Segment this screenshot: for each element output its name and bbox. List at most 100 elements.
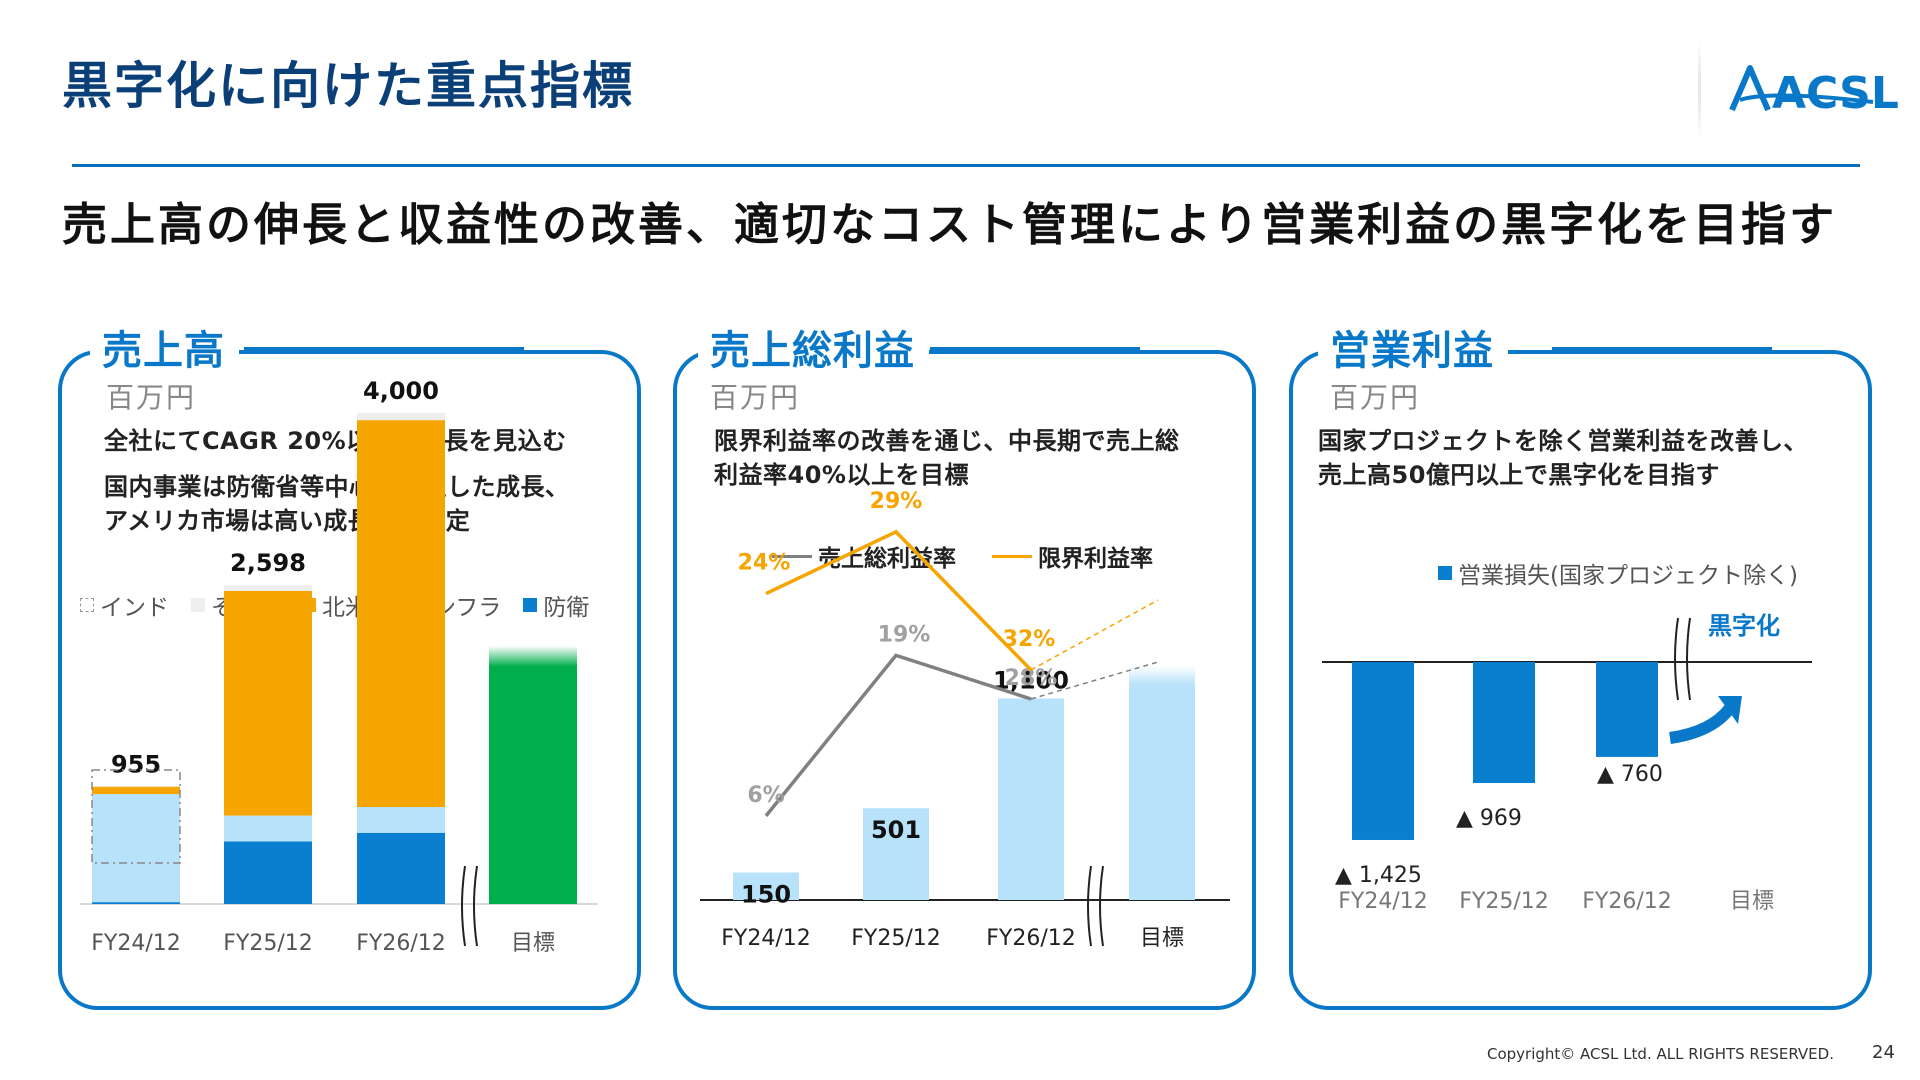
legend-swatch-operating-loss bbox=[1438, 566, 1452, 580]
gross-line-0 bbox=[764, 653, 1032, 818]
sales-axis-break-0 bbox=[461, 865, 466, 947]
sales-x-tick-2: FY26/12 bbox=[356, 931, 446, 956]
gross-bar-0 bbox=[733, 872, 799, 900]
headline: 売上高の伸長と収益性の改善、適切なコスト管理により営業利益の黒字化を目指す bbox=[62, 198, 1838, 251]
panel-sales-note-1: 全社にてCAGR 20%以上の成長を見込む bbox=[104, 427, 567, 455]
acsl-logo-mark: ACSL bbox=[1729, 65, 1899, 119]
panel-gross-title-line bbox=[930, 347, 1140, 351]
panel-sales-title: 売上高 bbox=[90, 318, 239, 376]
gross-line-0-label-0: 6% bbox=[747, 783, 784, 808]
legend-item-operating-loss: 営業損失(国家プロジェクト除く) bbox=[1438, 556, 1798, 590]
sales-bar-2-2 bbox=[357, 420, 445, 807]
page-title: 黒字化に向けた重点指標 bbox=[62, 57, 634, 115]
panel-sales-title-line bbox=[244, 347, 524, 351]
gross-bar-label-0: 150 bbox=[741, 881, 791, 909]
title-rule bbox=[72, 164, 1860, 167]
panel-operating-title-line bbox=[1552, 347, 1772, 351]
operating-legend: 営業損失(国家プロジェクト除く) bbox=[1438, 556, 1798, 590]
legend-line-marginal-margin bbox=[992, 554, 1032, 558]
gross-line-1-label-0: 24% bbox=[738, 551, 791, 576]
sales-bar-3-1 bbox=[224, 584, 312, 591]
op-x-tick-1: FY25/12 bbox=[1459, 889, 1549, 914]
op-bar-label-0: ▲ 1,425 bbox=[1335, 863, 1422, 888]
gross-x-tick-3: 目標 bbox=[1140, 926, 1184, 951]
panel-gross-title: 売上総利益 bbox=[698, 318, 929, 376]
legend-label-india: インド bbox=[100, 595, 169, 621]
op-annotation-kurojika: 黒字化 bbox=[1708, 612, 1780, 640]
sales-bar-3-2 bbox=[357, 412, 445, 421]
gross-line-1-label-1: 29% bbox=[870, 489, 923, 514]
op-bar-2 bbox=[1596, 662, 1658, 757]
gross-line-0-label-1: 19% bbox=[878, 622, 931, 647]
gross-axis-break-0 bbox=[1087, 865, 1092, 947]
sales-x-tick-3: 目標 bbox=[511, 931, 555, 956]
legend-item-defense: 防衛 bbox=[523, 588, 589, 622]
panel-gross-note-1: 限界利益率の改善を通じ、中長期で売上総 bbox=[714, 427, 1180, 455]
panel-sales bbox=[58, 350, 641, 1010]
op-up-arrow-shaft bbox=[1669, 704, 1735, 744]
legend-swatch-other bbox=[191, 598, 205, 612]
gross-target-bar bbox=[1129, 666, 1195, 900]
op-axis-break-0 bbox=[1674, 617, 1679, 701]
legend-label-marginal-margin: 限界利益率 bbox=[1038, 546, 1153, 572]
gross-axis-break-1 bbox=[1099, 865, 1104, 947]
gross-line-1-projection bbox=[1030, 599, 1159, 671]
op-x-tick-2: FY26/12 bbox=[1582, 889, 1672, 914]
panel-operating-note-2: 売上高50億円以上で黒字化を目指す bbox=[1318, 461, 1720, 489]
panel-gross-note-2: 利益率40%以上を目標 bbox=[714, 461, 969, 489]
sales-bar-0-1 bbox=[224, 841, 312, 904]
sales-total-label-0: 955 bbox=[111, 751, 161, 779]
legend-item-marginal-margin: 限界利益率 bbox=[992, 539, 1153, 573]
legend-swatch-india bbox=[80, 598, 94, 612]
legend-label-operating-loss: 営業損失(国家プロジェクト除く) bbox=[1458, 563, 1798, 589]
sales-total-label-1: 2,598 bbox=[230, 549, 306, 577]
sales-bar-1-0 bbox=[92, 794, 180, 903]
panel-operating-unit: 百万円 bbox=[1330, 381, 1421, 414]
gross-x-tick-2: FY26/12 bbox=[986, 926, 1076, 951]
legend-item-india: インド bbox=[80, 588, 169, 622]
gross-x-tick-0: FY24/12 bbox=[721, 926, 811, 951]
acsl-logo: ACSL bbox=[1728, 62, 1899, 126]
gross-line-1 bbox=[765, 529, 1033, 672]
panel-gross-unit: 百万円 bbox=[710, 381, 801, 414]
op-up-arrow-head bbox=[1718, 696, 1742, 724]
sales-axis-break-1 bbox=[473, 865, 478, 947]
sales-fy24-dashed-frame bbox=[91, 769, 181, 864]
op-axis-break-1 bbox=[1686, 617, 1691, 701]
op-x-tick-0: FY24/12 bbox=[1338, 889, 1428, 914]
sales-x-tick-0: FY24/12 bbox=[91, 931, 181, 956]
legend-swatch-defense bbox=[523, 598, 538, 612]
page-number: 24 bbox=[1872, 1042, 1895, 1063]
sales-target-bar bbox=[489, 646, 577, 904]
gross-line-0-projection bbox=[1030, 661, 1159, 700]
panel-operating-title: 営業利益 bbox=[1318, 318, 1508, 376]
op-x-tick-3: 目標 bbox=[1730, 889, 1774, 914]
panel-operating-note-1: 国家プロジェクトを除く営業利益を改善し、 bbox=[1318, 427, 1808, 455]
op-bar-1 bbox=[1473, 662, 1535, 784]
op-bar-label-1: ▲ 969 bbox=[1456, 806, 1522, 831]
legend-line-gross-margin bbox=[772, 554, 812, 558]
sales-bar-0-0 bbox=[92, 902, 180, 904]
gross-line-1-label-2: 32% bbox=[1003, 627, 1056, 652]
gross-bar-2 bbox=[998, 698, 1064, 900]
gross-bar-1 bbox=[863, 808, 929, 900]
copyright: Copyright© ACSL Ltd. ALL RIGHTS RESERVED… bbox=[1487, 1045, 1834, 1063]
legend-label-defense: 防衛 bbox=[543, 595, 590, 621]
sales-bar-1-1 bbox=[224, 815, 312, 842]
sales-bar-0-2 bbox=[357, 832, 445, 904]
logo-divider bbox=[1698, 40, 1701, 140]
sales-total-label-2: 4,000 bbox=[363, 377, 439, 405]
sales-x-tick-1: FY25/12 bbox=[223, 931, 313, 956]
sales-bar-2-1 bbox=[224, 590, 312, 816]
gross-line-0-label-2: 28% bbox=[1005, 666, 1058, 691]
op-bar-0 bbox=[1352, 662, 1414, 840]
op-bar-label-2: ▲ 760 bbox=[1597, 762, 1663, 787]
gross-x-tick-1: FY25/12 bbox=[851, 926, 941, 951]
sales-bar-1-2 bbox=[357, 806, 445, 833]
panel-gross-profit bbox=[673, 350, 1256, 1010]
logo-text: ACSL bbox=[1772, 68, 1899, 119]
sales-bar-2-0 bbox=[92, 786, 180, 795]
